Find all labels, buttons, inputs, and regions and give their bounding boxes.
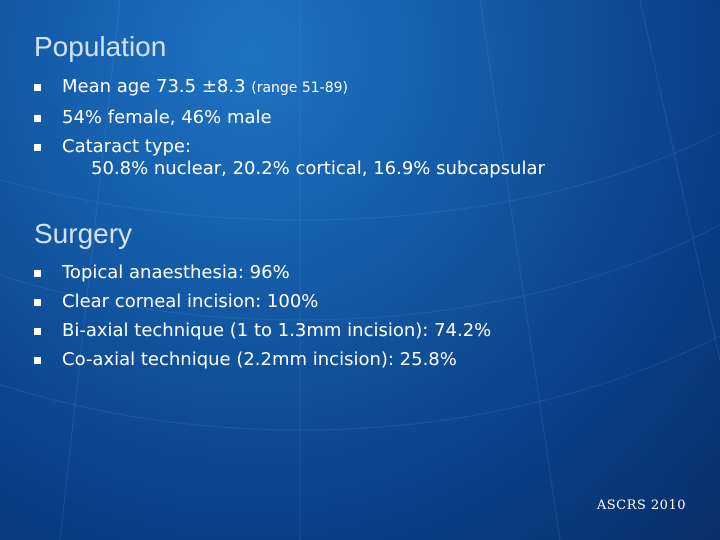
list-item: Bi-axial technique (1 to 1.3mm incision)…	[34, 316, 491, 345]
surgery-heading: Surgery	[34, 218, 133, 249]
list-item: 54% female, 46% male	[34, 103, 348, 132]
list-item-text: 54% female, 46% male	[62, 107, 272, 128]
list-item: Mean age 73.5 ±8.3 (range 51-89)	[34, 72, 348, 103]
list-item: Clear corneal incision: 100%	[34, 287, 491, 316]
list-item-text: Bi-axial technique (1 to 1.3mm incision)…	[62, 320, 492, 341]
square-bullet-icon	[34, 299, 41, 306]
list-item-text: Topical anaesthesia: 96%	[62, 262, 290, 283]
square-bullet-icon	[34, 144, 41, 151]
list-item-text: Cataract type:	[62, 136, 192, 157]
square-bullet-icon	[34, 270, 41, 277]
list-item: Cataract type:	[34, 132, 348, 161]
cataract-type-values: 50.8% nuclear, 20.2% cortical, 16.9% sub…	[91, 158, 545, 179]
population-list: Mean age 73.5 ±8.3 (range 51-89) 54% fem…	[34, 72, 348, 161]
list-item: Co-axial technique (2.2mm incision): 25.…	[34, 345, 491, 374]
list-item-text: Clear corneal incision: 100%	[62, 291, 319, 312]
square-bullet-icon	[34, 115, 41, 122]
square-bullet-icon	[34, 84, 41, 91]
list-item: Topical anaesthesia: 96%	[34, 258, 491, 287]
list-item-text: Co-axial technique (2.2mm incision): 25.…	[62, 349, 457, 370]
surgery-list: Topical anaesthesia: 96% Clear corneal i…	[34, 258, 491, 374]
population-heading: Population	[34, 31, 167, 62]
square-bullet-icon	[34, 328, 41, 335]
list-item-note: (range 51-89)	[251, 80, 349, 96]
footer-label: ASCRS 2010	[596, 498, 686, 513]
square-bullet-icon	[34, 357, 41, 364]
list-item-text: Mean age 73.5 ±8.3	[62, 76, 252, 97]
